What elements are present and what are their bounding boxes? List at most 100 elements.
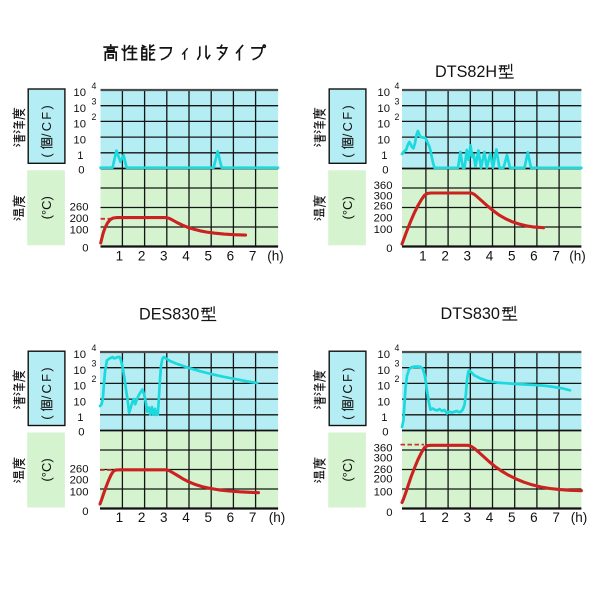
svg-text:(: (: [39, 153, 54, 158]
svg-text:7: 7: [552, 248, 560, 263]
svg-text:10: 10: [73, 134, 86, 146]
svg-text:260: 260: [70, 464, 89, 476]
svg-text:10: 10: [377, 381, 390, 393]
svg-text:(°C): (°C): [39, 458, 54, 481]
svg-text:2: 2: [395, 112, 400, 122]
svg-text:100: 100: [70, 225, 89, 237]
svg-text:100: 100: [374, 224, 393, 236]
svg-text:10: 10: [73, 349, 86, 361]
svg-text:(h): (h): [569, 248, 586, 263]
svg-text:1: 1: [381, 150, 387, 162]
svg-text:7: 7: [249, 510, 257, 525]
svg-text:5: 5: [204, 510, 212, 525]
svg-text:DES830: DES830: [139, 306, 199, 324]
svg-text:6: 6: [227, 248, 235, 263]
svg-text:2: 2: [395, 374, 400, 384]
svg-text:4: 4: [92, 343, 97, 353]
svg-text:0: 0: [82, 243, 88, 255]
svg-text:DTS830: DTS830: [441, 305, 500, 323]
svg-text:4: 4: [486, 510, 494, 525]
svg-text:6: 6: [227, 510, 235, 525]
svg-text:2: 2: [441, 248, 449, 263]
svg-text:1: 1: [419, 510, 427, 525]
svg-text:10: 10: [377, 103, 390, 115]
svg-text:/CF): /CF): [340, 365, 355, 399]
svg-text:1: 1: [419, 248, 427, 263]
svg-text:3: 3: [395, 359, 400, 369]
svg-text:(°C): (°C): [340, 196, 355, 219]
svg-text:10: 10: [377, 87, 390, 99]
svg-text:260: 260: [374, 464, 393, 476]
svg-text:(: (: [39, 415, 54, 420]
svg-text:360: 360: [374, 443, 393, 455]
svg-text:/CF): /CF): [340, 103, 355, 137]
svg-text:(: (: [340, 415, 355, 420]
svg-text:0: 0: [382, 165, 388, 177]
svg-text:(°C): (°C): [39, 196, 54, 219]
svg-text:6: 6: [530, 248, 538, 263]
svg-text:1: 1: [77, 412, 83, 424]
svg-text:(h): (h): [267, 248, 284, 263]
svg-text:360: 360: [374, 180, 393, 192]
svg-text:2: 2: [138, 510, 146, 525]
svg-text:DTS82H: DTS82H: [435, 63, 497, 81]
svg-text:260: 260: [374, 201, 393, 213]
svg-text:2: 2: [138, 248, 146, 263]
svg-text:/CF): /CF): [39, 103, 54, 137]
svg-text:6: 6: [530, 510, 538, 525]
svg-text:0: 0: [386, 507, 392, 519]
svg-text:10: 10: [377, 365, 390, 377]
svg-text:(h): (h): [571, 510, 588, 525]
svg-text:10: 10: [377, 396, 390, 408]
svg-text:7: 7: [249, 248, 257, 263]
svg-text:10: 10: [73, 87, 86, 99]
svg-text:1: 1: [77, 150, 83, 162]
svg-text:/CF): /CF): [39, 365, 54, 399]
svg-text:7: 7: [552, 510, 560, 525]
svg-text:0: 0: [78, 427, 84, 439]
svg-text:(°C): (°C): [340, 458, 355, 481]
svg-text:4: 4: [395, 81, 400, 91]
svg-text:10: 10: [377, 119, 390, 131]
svg-text:300: 300: [374, 453, 393, 465]
svg-text:1: 1: [381, 412, 387, 424]
svg-text:3: 3: [92, 359, 97, 369]
svg-text:4: 4: [92, 81, 97, 91]
svg-text:4: 4: [182, 248, 190, 263]
svg-text:0: 0: [78, 165, 84, 177]
svg-text:4: 4: [395, 343, 400, 353]
svg-text:10: 10: [73, 381, 86, 393]
svg-text:200: 200: [374, 474, 393, 486]
svg-text:200: 200: [374, 213, 393, 225]
svg-text:260: 260: [70, 202, 89, 214]
svg-text:10: 10: [73, 119, 86, 131]
svg-text:5: 5: [204, 248, 212, 263]
svg-text:200: 200: [70, 213, 89, 225]
svg-text:2: 2: [92, 374, 97, 384]
svg-text:200: 200: [70, 475, 89, 487]
svg-text:4: 4: [182, 510, 190, 525]
svg-text:3: 3: [92, 97, 97, 107]
svg-text:100: 100: [70, 486, 89, 498]
svg-text:10: 10: [377, 134, 390, 146]
svg-text:2: 2: [92, 112, 97, 122]
svg-text:10: 10: [377, 349, 390, 361]
svg-text:10: 10: [73, 365, 86, 377]
svg-text:300: 300: [374, 191, 393, 203]
svg-text:0: 0: [386, 243, 392, 255]
svg-text:0: 0: [82, 506, 88, 518]
svg-text:(h): (h): [269, 510, 286, 525]
svg-text:3: 3: [464, 510, 472, 525]
svg-text:10: 10: [73, 103, 86, 115]
svg-text:2: 2: [441, 510, 449, 525]
svg-text:3: 3: [160, 510, 168, 525]
svg-text:5: 5: [508, 510, 516, 525]
svg-text:1: 1: [116, 510, 124, 525]
svg-text:(: (: [340, 153, 355, 158]
svg-text:4: 4: [486, 248, 494, 263]
svg-text:3: 3: [160, 248, 168, 263]
svg-text:3: 3: [464, 248, 472, 263]
svg-text:3: 3: [395, 97, 400, 107]
svg-text:1: 1: [116, 248, 124, 263]
svg-text:0: 0: [382, 427, 388, 439]
